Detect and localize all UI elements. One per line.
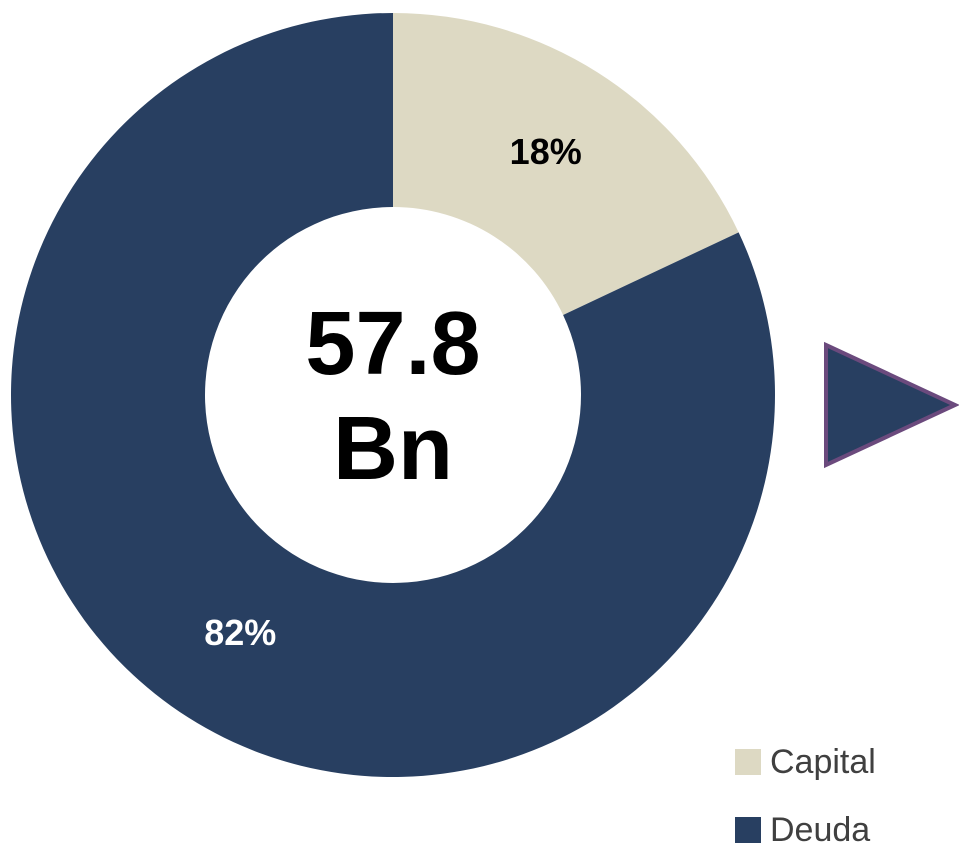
legend-label: Deuda: [770, 811, 870, 845]
legend-swatch: [735, 817, 761, 843]
data-label: 82%: [204, 612, 276, 653]
arrow: [824, 341, 959, 469]
data-label: 18%: [510, 131, 582, 172]
legend-label: Capital: [770, 743, 876, 781]
legend-swatch: [735, 749, 761, 775]
center-label: 57.8: [305, 294, 480, 394]
donut-slice: [393, 13, 739, 315]
donut-slice: [10, 13, 775, 777]
center-label: Bn: [333, 399, 453, 499]
